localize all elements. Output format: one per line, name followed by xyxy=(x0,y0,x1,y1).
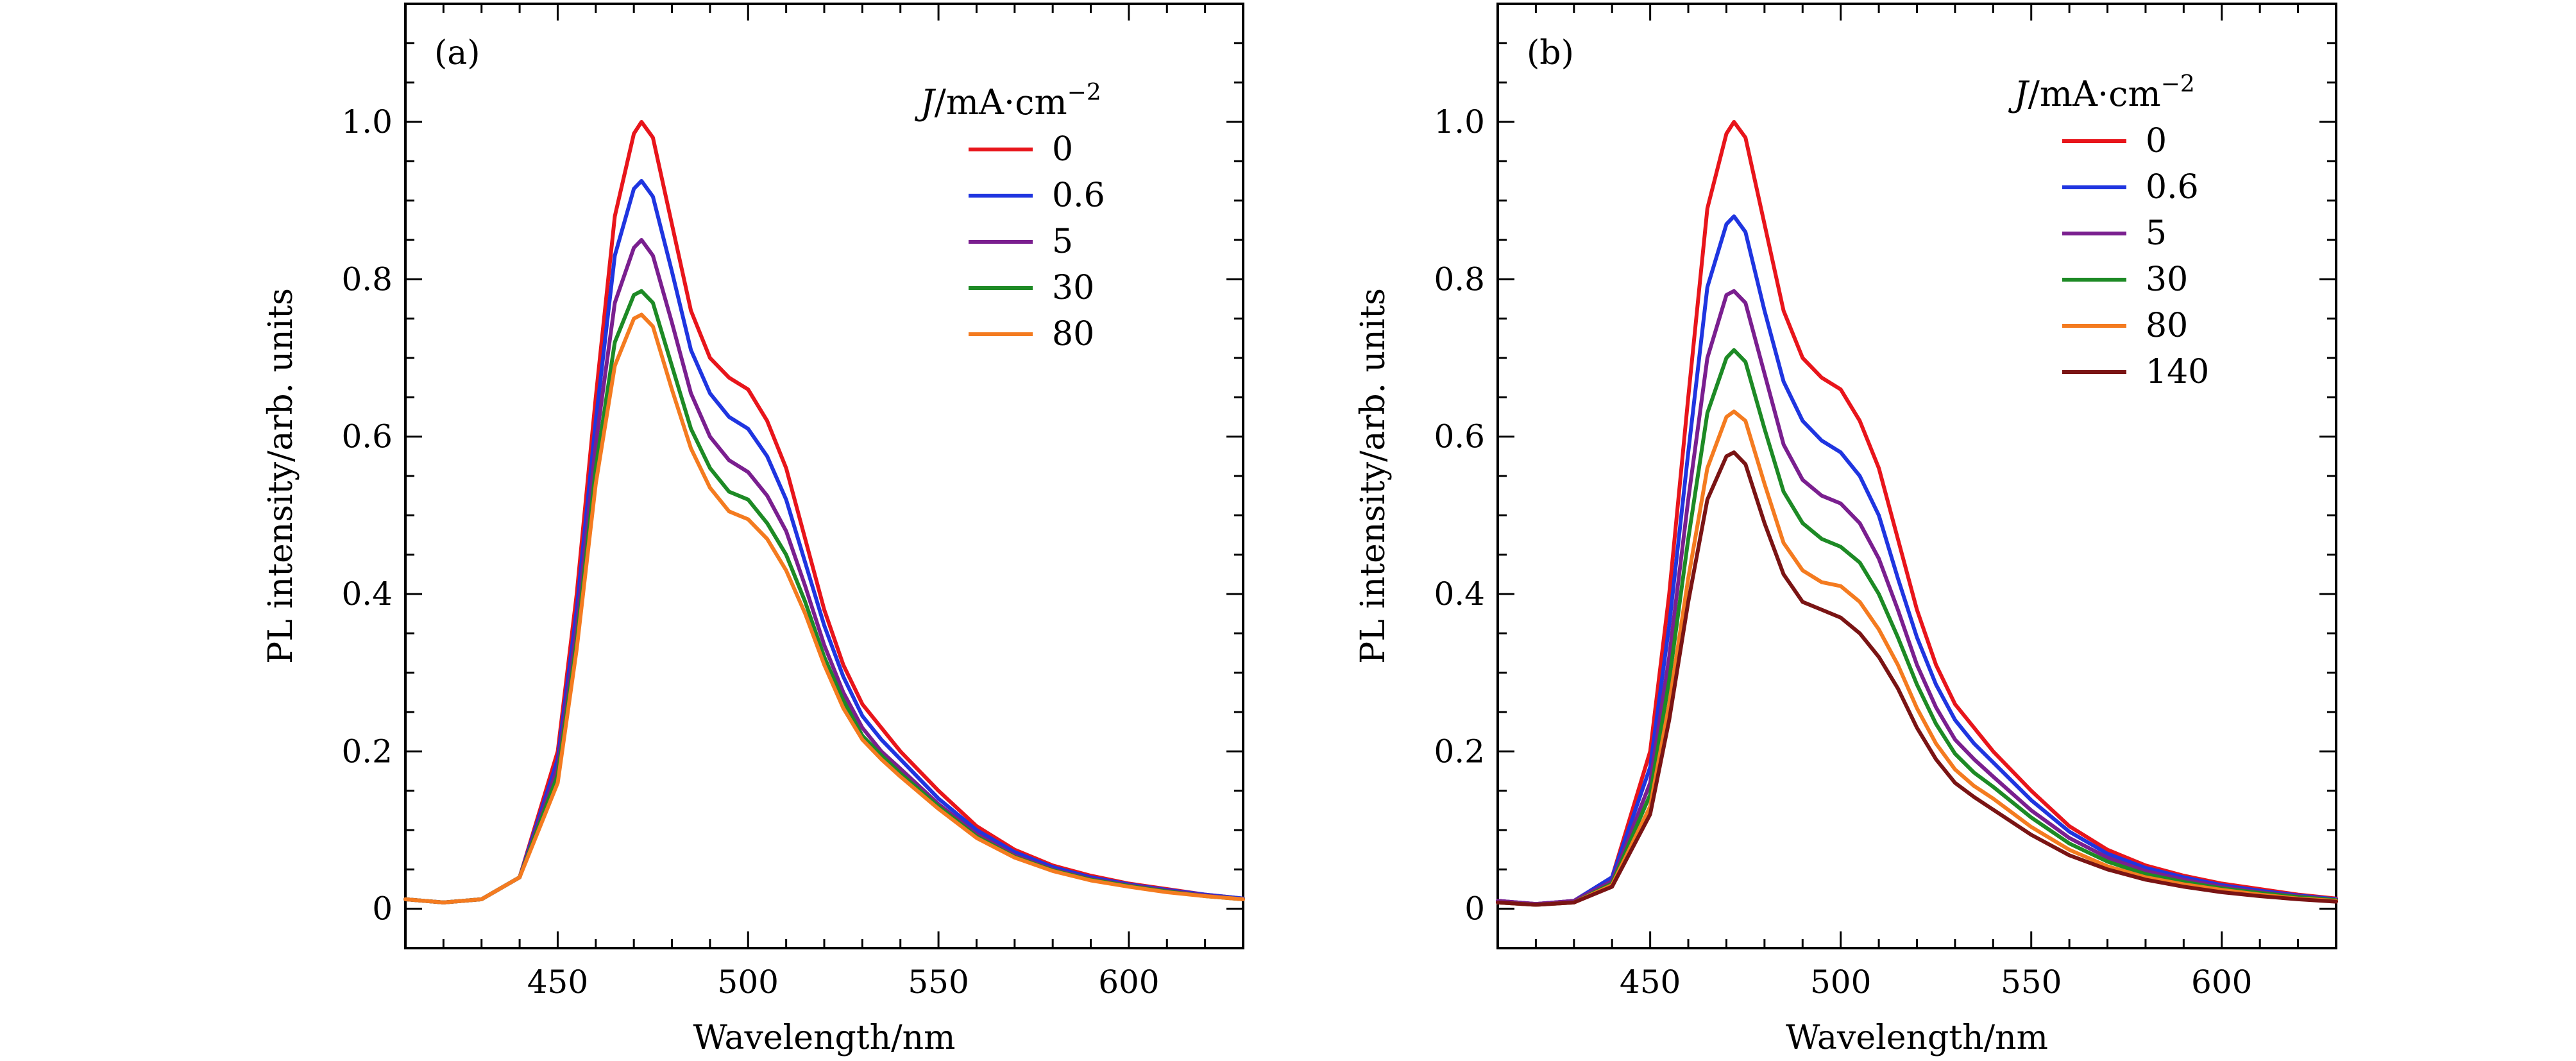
y-tick-label: 0 xyxy=(372,890,393,928)
series-line-0 xyxy=(1496,120,2338,906)
legend-title-symbol: J xyxy=(2008,74,2030,114)
series-line-30 xyxy=(1496,348,2338,907)
legend-title: J/mA·cm−2 xyxy=(914,80,1101,123)
legend-entry-0.6: 0.6 xyxy=(2146,168,2199,207)
y-tick-label: 1.0 xyxy=(341,103,393,140)
legend-entry-0: 0 xyxy=(1052,130,1073,169)
legend-entry-5: 5 xyxy=(1052,223,1073,261)
plot-frame xyxy=(404,3,1244,949)
x-axis-label: Wavelength/nm xyxy=(693,1019,956,1057)
y-tick-label: 0.4 xyxy=(1434,575,1485,613)
y-tick-label: 0.8 xyxy=(341,260,393,298)
series-line-30 xyxy=(403,289,1245,904)
x-tick-label: 450 xyxy=(527,963,588,1001)
y-axis-label: PL intensity/arb. units xyxy=(262,288,300,664)
legend-title-exponent: −2 xyxy=(2161,71,2195,98)
series-line-80 xyxy=(403,312,1245,904)
y-tick-label: 0.4 xyxy=(341,575,393,613)
plot-frame xyxy=(1496,3,2337,949)
legend-entry-80: 80 xyxy=(1052,315,1094,353)
x-tick-label: 450 xyxy=(1620,963,1681,1001)
y-tick-label: 0.6 xyxy=(1434,418,1485,455)
y-tick-label: 1.0 xyxy=(1434,103,1485,140)
legend-entry-140: 140 xyxy=(2146,353,2209,391)
y-tick-label: 0.6 xyxy=(341,418,393,455)
series-line-0 xyxy=(403,120,1245,904)
x-tick-label: 500 xyxy=(718,963,779,1001)
x-tick-label: 550 xyxy=(2001,963,2062,1001)
series-line-5 xyxy=(1496,289,2338,906)
x-tick-label: 500 xyxy=(1810,963,1871,1001)
legend-entry-0.6: 0.6 xyxy=(1052,176,1105,215)
x-axis-label: Wavelength/nm xyxy=(1786,1019,2048,1057)
y-tick-label: 0.2 xyxy=(341,733,393,770)
legend-entry-30: 30 xyxy=(2146,260,2188,299)
legend-entry-5: 5 xyxy=(2146,214,2167,253)
legend-entry-80: 80 xyxy=(2146,307,2188,345)
y-tick-label: 0 xyxy=(1464,890,1485,928)
series-line-80 xyxy=(1496,409,2338,907)
panel-label: (a) xyxy=(434,34,480,72)
legend-title-symbol: J xyxy=(914,82,936,123)
legend-entry-30: 30 xyxy=(1052,269,1094,307)
x-tick-label: 600 xyxy=(2191,963,2252,1001)
chart-panel-b: 450 500 550 600 0 0.2 0.4 0.6 0.8 1.0 Wavelength/n… xyxy=(1354,3,2338,1057)
legend-title: J/mA·cm−2 xyxy=(2008,71,2195,114)
y-tick-label: 0.2 xyxy=(1434,733,1485,770)
x-tick-label: 550 xyxy=(908,963,969,1001)
legend-title-unit: /mA·cm xyxy=(2028,74,2161,114)
legend: J/mA·cm−2 0 0.6 5 30 80 140 xyxy=(2008,71,2209,391)
legend: J/mA·cm−2 0 0.6 5 30 80 xyxy=(914,80,1105,353)
y-tick-label: 0.8 xyxy=(1434,260,1485,298)
series-line-0.6 xyxy=(403,179,1245,904)
x-tick-label: 600 xyxy=(1098,963,1159,1001)
series-line-140 xyxy=(1496,450,2338,907)
legend-title-unit: /mA·cm xyxy=(935,82,1067,123)
legend-entry-0: 0 xyxy=(2146,122,2167,160)
series-line-0.6 xyxy=(1496,214,2338,906)
chart-panel-a: 450 500 550 600 0 0.2 0.4 0.6 0.8 1.0 Wavelength/n… xyxy=(262,3,1245,1057)
legend-title-exponent: −2 xyxy=(1067,80,1101,106)
series-line-5 xyxy=(403,238,1245,904)
panel-label: (b) xyxy=(1527,34,1574,72)
y-axis-label: PL intensity/arb. units xyxy=(1354,288,1393,664)
